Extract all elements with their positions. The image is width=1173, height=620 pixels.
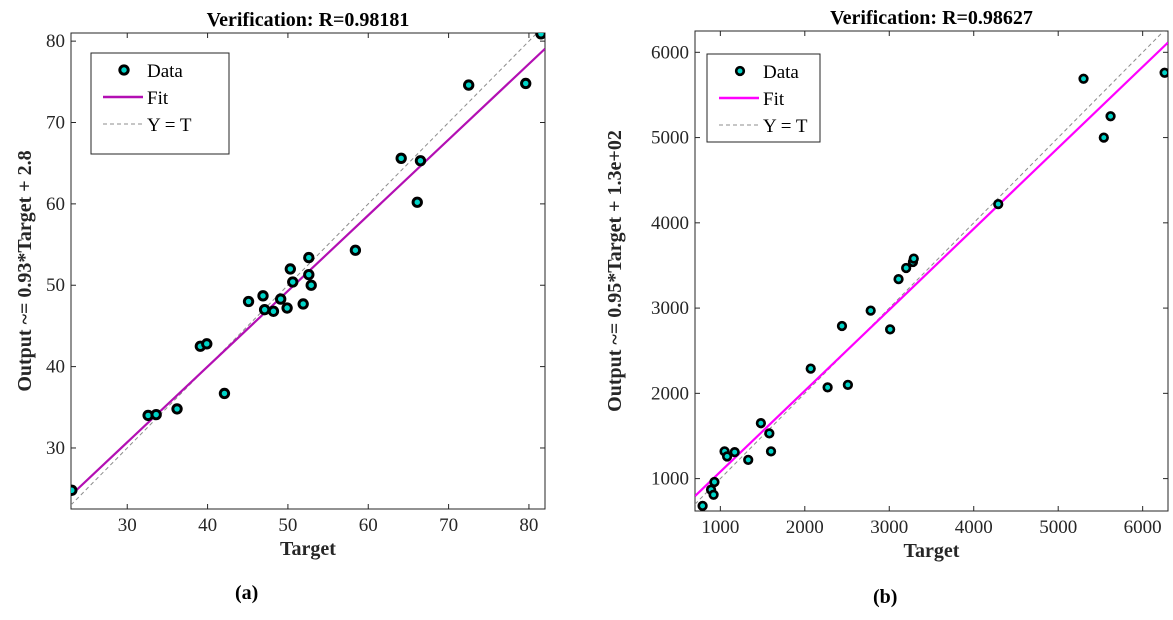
data-point xyxy=(765,446,777,457)
plot-content xyxy=(695,31,1168,511)
legend-marker-data xyxy=(734,65,746,77)
data-point xyxy=(520,77,532,90)
data-point xyxy=(721,451,733,462)
data-point xyxy=(395,152,407,164)
y-tick-label: 4000 xyxy=(651,213,689,234)
y-tick-label: 80 xyxy=(46,31,65,52)
x-tick-label: 5000 xyxy=(1039,517,1077,538)
data-point xyxy=(287,276,299,288)
data-point xyxy=(258,303,271,316)
legend-box xyxy=(90,52,230,155)
data-point xyxy=(218,387,231,400)
chart-title: Verification: R=0.98181 xyxy=(207,9,410,31)
data-point xyxy=(836,320,848,332)
data-point xyxy=(865,305,876,316)
data-point xyxy=(303,268,315,281)
caption-a: (a) xyxy=(235,582,259,604)
chart-b-svg: 1000 2000 3000 4000 5000 6000 1000 2000 3000 4000… xyxy=(604,7,1169,562)
y-tick-label: 40 xyxy=(46,357,65,378)
data-point xyxy=(1098,132,1109,143)
legend-label-identity: Y = T xyxy=(147,115,192,136)
data-point xyxy=(281,302,293,314)
legend-label-fit: Fit xyxy=(147,88,169,109)
data-point xyxy=(463,79,475,91)
x-tick-label: 30 xyxy=(118,515,137,536)
data-point xyxy=(805,363,816,374)
x-tick-label: 80 xyxy=(519,515,538,536)
data-point xyxy=(901,262,912,274)
data-point xyxy=(414,155,427,167)
data-point xyxy=(1078,73,1089,84)
data-point xyxy=(150,408,162,421)
data-point xyxy=(535,33,545,40)
data-point xyxy=(822,382,833,393)
data-point xyxy=(708,489,719,500)
identity-line xyxy=(695,31,1165,505)
chart-panel-a: 30 40 50 60 70 80 30 40 50 60 70 80 Verification: R=… xyxy=(0,0,560,615)
data-point xyxy=(884,324,896,335)
legend-label-data: Data xyxy=(147,61,183,82)
y-axis-label: Output ~= 0.93*Target + 2.8 xyxy=(14,150,36,391)
x-axis-label: Target xyxy=(280,538,336,560)
y-tick-label: 5000 xyxy=(651,128,689,149)
data-point xyxy=(305,279,317,291)
data-point xyxy=(242,295,255,308)
data-point xyxy=(743,454,754,465)
data-point xyxy=(993,198,1004,210)
data-point xyxy=(201,338,213,350)
x-tick-label: 2000 xyxy=(786,517,824,538)
data-point xyxy=(893,273,904,285)
identity-line xyxy=(71,33,538,506)
x-tick-label: 40 xyxy=(198,515,217,536)
y-tick-label: 1000 xyxy=(651,469,689,490)
data-point xyxy=(411,196,423,208)
x-tick-label: 70 xyxy=(439,515,458,536)
y-axis-label: Output ~= 0.95*Target + 1.3e+02 xyxy=(604,130,626,412)
data-point xyxy=(171,403,183,415)
legend-marker-data xyxy=(118,64,130,76)
data-point xyxy=(349,244,362,256)
data-point xyxy=(842,379,854,390)
data-point xyxy=(303,251,315,264)
data-point xyxy=(284,263,296,275)
chart-title: Verification: R=0.98627 xyxy=(830,7,1033,29)
data-point xyxy=(908,253,919,264)
plot-content xyxy=(71,33,545,506)
x-tick-label: 3000 xyxy=(870,517,908,538)
chart-a-svg: 30 40 50 60 70 80 30 40 50 60 70 80 Verification: R=… xyxy=(14,9,546,560)
fit-line xyxy=(695,41,1168,497)
caption-b: (b) xyxy=(873,586,898,608)
data-point xyxy=(1159,67,1168,78)
data-point xyxy=(1105,111,1116,122)
y-tick-label: 6000 xyxy=(651,42,689,63)
data-point xyxy=(297,298,309,310)
y-tick-label: 2000 xyxy=(651,383,689,404)
legend-label-fit: Fit xyxy=(763,89,785,110)
y-tick-label: 3000 xyxy=(651,298,689,319)
y-tick-label: 70 xyxy=(46,113,65,134)
y-tick-label: 60 xyxy=(46,194,65,215)
x-axis-label: Target xyxy=(904,540,960,562)
x-tick-label: 1000 xyxy=(701,517,739,538)
y-tick-label: 30 xyxy=(46,438,65,459)
legend-label-identity: Y = T xyxy=(763,116,808,137)
x-tick-label: 6000 xyxy=(1124,517,1162,538)
data-point xyxy=(709,476,720,488)
data-point xyxy=(71,484,78,496)
data-point xyxy=(697,500,708,511)
chart-panel-b: 1000 2000 3000 4000 5000 6000 1000 2000 3000 4000… xyxy=(590,0,1173,615)
data-point xyxy=(275,293,287,305)
legend-label-data: Data xyxy=(763,62,799,83)
data-point xyxy=(755,418,767,429)
x-tick-label: 60 xyxy=(359,515,378,536)
y-tick-label: 50 xyxy=(46,275,65,296)
x-tick-label: 50 xyxy=(278,515,297,536)
data-point xyxy=(764,428,775,439)
data-point xyxy=(257,290,269,302)
data-point xyxy=(729,447,740,458)
data-point xyxy=(267,305,280,317)
x-tick-label: 4000 xyxy=(955,517,993,538)
